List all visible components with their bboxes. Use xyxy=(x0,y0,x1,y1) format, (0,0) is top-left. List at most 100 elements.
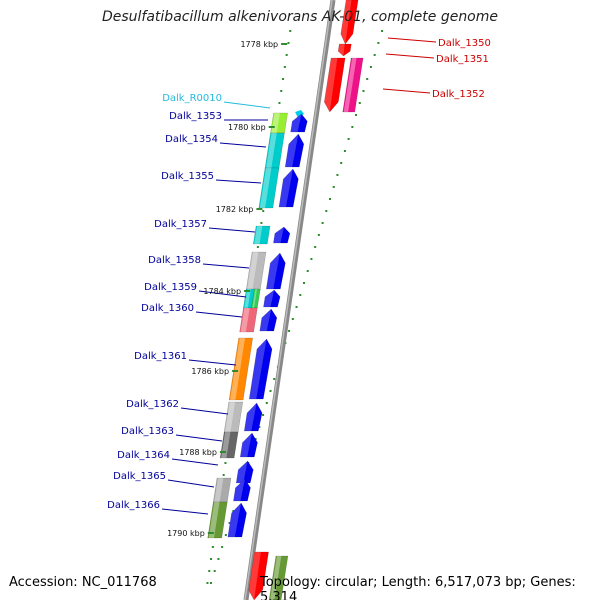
leader-line xyxy=(208,227,256,233)
tick-dot-outer xyxy=(228,522,231,524)
rna-feature xyxy=(295,110,305,118)
leader-line xyxy=(188,359,237,366)
backbone-line xyxy=(243,0,336,600)
tick-dot-inner xyxy=(208,570,211,572)
leader-line xyxy=(382,88,431,94)
tick-dot-outer xyxy=(291,318,294,320)
forward-arrow xyxy=(227,502,247,538)
gene-label: Dalk_R0010 xyxy=(162,93,222,104)
tick-label: 1778 kbp xyxy=(240,40,278,49)
reverse-arrow-partial-shade xyxy=(248,552,261,600)
gene-label: Dalk_1363 xyxy=(121,426,174,437)
forward-arrow xyxy=(284,133,305,168)
tick-dot-outer xyxy=(302,282,305,284)
tick-dot-outer xyxy=(273,378,276,380)
gene-label: Dalk_1364 xyxy=(117,450,170,461)
leader-line xyxy=(167,479,215,488)
tick-dot-outer xyxy=(329,198,332,200)
forward-arrow xyxy=(244,402,263,432)
gene-band xyxy=(258,167,280,209)
tick-dot-outer xyxy=(265,402,268,404)
gene-label: Dalk_1358 xyxy=(148,255,201,266)
tick-dot-outer xyxy=(299,294,302,296)
gene-label: Dalk_1365 xyxy=(113,471,166,482)
forward-arrow-shade xyxy=(273,227,284,243)
forward-arrow-shade xyxy=(227,503,242,537)
gene-band-shade xyxy=(247,252,259,290)
gene-label: Dalk_1350 xyxy=(438,38,491,49)
tick-labels: 1778 kbp 1780 kbp 1782 kbp 1784 kbp 1786 kbp… xyxy=(167,40,288,538)
genome-backbone xyxy=(243,0,336,600)
tick-dot-outer xyxy=(254,438,257,440)
forward-arrow xyxy=(273,226,291,244)
tick-dot-outer xyxy=(317,234,320,236)
gene-band-shade xyxy=(230,338,246,400)
forward-arrow-shade xyxy=(233,479,245,501)
forward-arrow-shade xyxy=(240,433,252,457)
gene-band-shade xyxy=(208,502,220,538)
tick-dot-outer xyxy=(340,162,343,164)
tick-dot-inner xyxy=(278,102,281,104)
tick-dot-outer xyxy=(209,582,212,584)
accession-text: Accession: NC_011768 xyxy=(9,575,157,590)
gene-band-split-shade xyxy=(252,289,258,308)
tick-dot-inner xyxy=(262,210,265,212)
tick-dot-inner xyxy=(285,54,288,56)
genome-title: Desulfatibacillum alkenivorans AK-01, co… xyxy=(101,9,499,25)
gene-band xyxy=(252,225,271,245)
gene-band xyxy=(228,337,254,401)
tick-dot-inner xyxy=(283,66,286,68)
tick-dot-inner xyxy=(280,90,283,92)
tick-dot-inner xyxy=(210,558,213,560)
reverse-gene-band-shade xyxy=(343,58,357,112)
tick-dot-outer xyxy=(351,126,354,128)
leader-line xyxy=(223,101,271,109)
forward-arrow xyxy=(259,308,278,332)
gene-band-shade xyxy=(259,168,272,208)
tick-dot-outer xyxy=(232,510,235,512)
tick-dot-inner xyxy=(282,78,285,80)
forward-arrow-shade xyxy=(236,461,248,483)
tick-dot-outer xyxy=(362,90,365,92)
tick-dot-inner xyxy=(206,582,209,584)
gene-label: Dalk_1357 xyxy=(154,219,207,230)
leader-line xyxy=(387,37,437,43)
forward-arrow-shade xyxy=(290,114,302,132)
gene-band-shade xyxy=(254,226,263,244)
tick-label: 1782 kbp xyxy=(216,205,254,214)
tick-dot-outer xyxy=(377,42,380,44)
leader-line xyxy=(161,508,209,515)
tick-dot-outer xyxy=(269,390,272,392)
tick-dot-inner xyxy=(211,546,214,548)
leader-line xyxy=(180,407,229,415)
tick-dot-outer xyxy=(381,30,384,32)
reverse-arrow xyxy=(337,43,352,57)
gene-band-shade xyxy=(225,402,236,432)
leader-line xyxy=(385,53,435,59)
tick-dot-outer xyxy=(314,246,317,248)
tick-dot-outer xyxy=(262,414,265,416)
forward-arrow-shade xyxy=(266,253,280,289)
leader-line xyxy=(219,142,267,148)
gene-band-shade xyxy=(244,289,251,308)
gene-label: Dalk_1360 xyxy=(141,303,194,314)
tick-label: 1780 kbp xyxy=(228,123,266,132)
gene-band-partial xyxy=(268,555,289,600)
leader-line xyxy=(215,179,262,184)
tick-dot-inner xyxy=(222,474,225,476)
tick-dot-outer xyxy=(306,270,309,272)
tick-dot-outer xyxy=(358,102,361,104)
gene-band-shade xyxy=(266,133,277,168)
tick-dot-outer xyxy=(343,150,346,152)
reverse-arrow-shade xyxy=(324,58,338,112)
gene-label: Dalk_1351 xyxy=(436,54,489,65)
tick-dot-inner xyxy=(287,42,290,44)
tick-dot-inner xyxy=(224,462,227,464)
leader-line xyxy=(175,434,223,442)
tick-dot-inner xyxy=(289,30,292,32)
gene-band-partial-shade xyxy=(270,556,282,600)
topology-text: Topology: circular; Length: 6,517,073 bp… xyxy=(260,575,576,600)
leader-line xyxy=(198,290,247,298)
